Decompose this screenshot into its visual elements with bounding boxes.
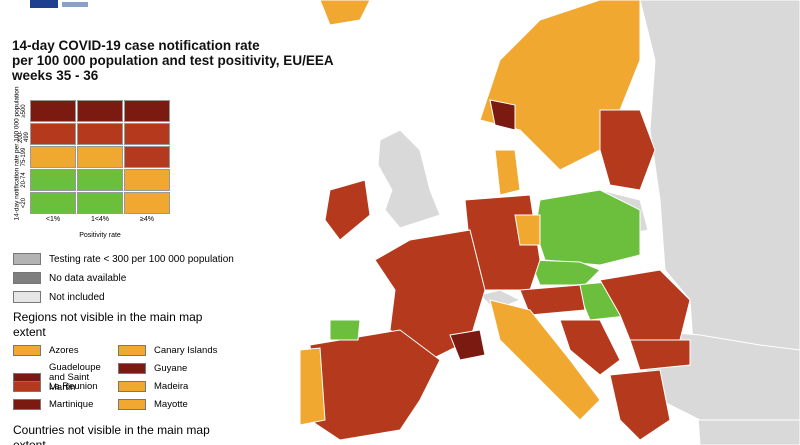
non-included-area (639, 0, 800, 445)
legend-item: Not included (13, 291, 105, 303)
matrix-col-label: 1<4% (90, 216, 110, 223)
matrix-row-label: 200-499 (18, 131, 30, 144)
region-label: Guyane (154, 362, 188, 374)
region-item: Guyane (118, 363, 234, 374)
portugal (299, 347, 326, 426)
austria (519, 284, 586, 316)
legend-label: Testing rate < 300 per 100 000 populatio… (49, 253, 234, 265)
united-kingdom (377, 129, 441, 229)
matrix-cell (30, 123, 76, 145)
region-label: Canary Islands (154, 344, 218, 356)
matrix-row-label: 20-74 (21, 172, 27, 188)
region-label: Azores (49, 344, 79, 356)
region-label: Mayotte (154, 398, 188, 410)
germany-east (514, 214, 541, 246)
switzerland (479, 289, 522, 311)
matrix-row-label: 75-199 (21, 147, 27, 167)
region-item: Madeira (118, 381, 234, 392)
matrix-cell (77, 192, 123, 214)
region-swatch (118, 381, 146, 392)
iceland (319, 0, 371, 26)
galicia (329, 319, 361, 341)
bulgaria (629, 339, 691, 371)
matrix-col-label: ≥4% (140, 216, 154, 223)
baltics (599, 109, 656, 191)
region-swatch (118, 345, 146, 356)
legend-item: No data available (13, 272, 126, 284)
italy (489, 299, 601, 421)
croatia-balkans (559, 319, 621, 376)
legend-swatch (13, 272, 41, 284)
region-swatch (13, 345, 41, 356)
legend-swatch (13, 253, 41, 265)
eu-logo (30, 0, 58, 8)
region-swatch (13, 381, 41, 392)
title: 14-day COVID-19 case notification rate p… (12, 38, 334, 83)
legend-label: No data available (49, 272, 127, 284)
matrix-cell (77, 100, 123, 122)
matrix-x-label: Positivity rate (79, 232, 121, 239)
countries-heading: Countries not visible in the main map ex… (13, 423, 210, 445)
region-label: Martinique (49, 398, 94, 410)
oslo-region (489, 99, 516, 131)
ireland (324, 179, 371, 241)
matrix-cell (77, 123, 123, 145)
region-item: La Reunion (13, 381, 111, 392)
matrix-cell (124, 123, 170, 145)
legend-label: Not included (49, 291, 105, 303)
region-swatch (118, 363, 146, 374)
regions-heading: Regions not visible in the main map exte… (13, 310, 203, 339)
spain (309, 329, 441, 441)
region-swatch (13, 399, 41, 410)
matrix-cell (124, 192, 170, 214)
region-label: La Reunion (49, 380, 98, 392)
ecdc-logo (62, 2, 88, 7)
region-label: Madeira (154, 380, 189, 392)
matrix-cell (77, 169, 123, 191)
matrix-cell (124, 100, 170, 122)
region-item: Martinique (13, 399, 111, 410)
risk-matrix (30, 100, 170, 214)
matrix-cell (30, 146, 76, 168)
matrix-cell (30, 100, 76, 122)
matrix-cell (124, 169, 170, 191)
title-line: 14-day COVID-19 case notification rate (12, 38, 260, 53)
greece (609, 369, 671, 441)
matrix-row-label: <20 (21, 197, 27, 209)
legend-swatch (13, 291, 41, 303)
title-line: weeks 35 - 36 (12, 68, 99, 83)
matrix-row-label: ≥500 (21, 104, 27, 118)
region-label: Guadeloupe and Saint Martin (49, 362, 101, 393)
region-item: Canary Islands (118, 345, 234, 356)
provence (449, 329, 486, 361)
matrix-col-label: <1% (45, 216, 61, 223)
matrix-cell (30, 192, 76, 214)
matrix-cell (30, 169, 76, 191)
matrix-y-label: 14-day notification rate per 100 000 pop… (13, 86, 21, 221)
matrix-cell (77, 146, 123, 168)
legend-item: Testing rate < 300 per 100 000 populatio… (13, 253, 234, 265)
matrix-cell (124, 146, 170, 168)
czechia-slovakia (529, 259, 601, 286)
title-line: per 100 000 population and test positivi… (12, 53, 334, 68)
region-item: Mayotte (118, 399, 234, 410)
region-swatch (118, 399, 146, 410)
region-item: Azores (13, 345, 111, 356)
denmark (494, 149, 521, 196)
